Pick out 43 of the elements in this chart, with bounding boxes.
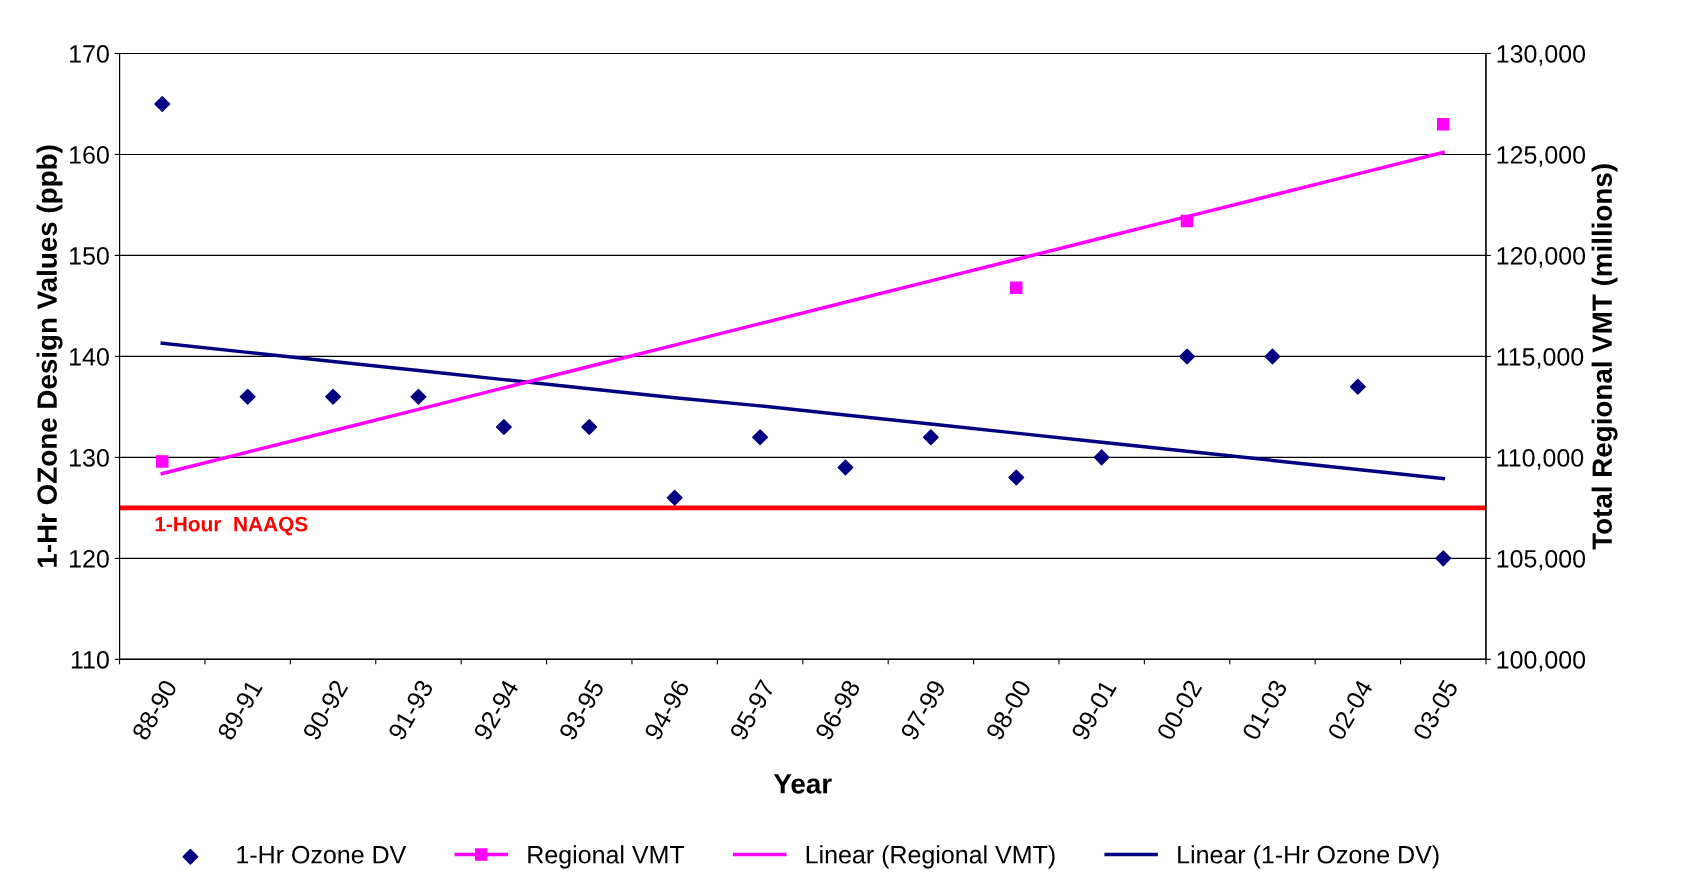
legend-label: Regional VMT bbox=[528, 845, 685, 869]
point bbox=[752, 429, 769, 446]
point bbox=[581, 419, 598, 436]
y-axis-title: 1-Hr OZone Design Values (ppb) bbox=[36, 145, 63, 567]
point bbox=[410, 388, 427, 405]
line-series bbox=[160, 150, 1445, 476]
legend-label: Linear (1-Hr Ozone DV) bbox=[1178, 845, 1439, 869]
point bbox=[1008, 469, 1025, 486]
y-tick-label: 140 bbox=[70, 348, 109, 366]
point bbox=[1264, 348, 1281, 365]
x-axis-title: Year bbox=[773, 774, 832, 794]
point bbox=[1349, 378, 1366, 395]
y-tick-label: 170 bbox=[70, 45, 109, 63]
point bbox=[156, 455, 169, 468]
point bbox=[666, 489, 683, 506]
line-series bbox=[160, 341, 1445, 481]
point bbox=[1093, 449, 1110, 466]
legend-label: Linear (Regional VMT) bbox=[806, 845, 1055, 869]
y-tick-label: 110 bbox=[71, 650, 109, 669]
y2-tick-label: 125,000 bbox=[1497, 146, 1586, 167]
y-tick-label: 150 bbox=[70, 247, 109, 265]
y2-tick-label: 110,000 bbox=[1497, 448, 1584, 470]
point bbox=[495, 419, 512, 436]
y2-axis-title: Total Regional VMT (millions) bbox=[1591, 164, 1618, 550]
y2-tick-label: 105,000 bbox=[1497, 549, 1586, 571]
y-tick-label: 120 bbox=[70, 549, 109, 568]
point bbox=[1179, 348, 1196, 365]
y-tick-label: 130 bbox=[70, 448, 109, 467]
y2-tick-label: 130,000 bbox=[1497, 45, 1586, 66]
point bbox=[239, 388, 256, 405]
y2-tick-label: 120,000 bbox=[1497, 247, 1586, 268]
point bbox=[922, 429, 939, 446]
y2-tick-label: 115,000 bbox=[1497, 348, 1584, 369]
legend-label: 1-Hr Ozone DV bbox=[237, 845, 407, 864]
point bbox=[325, 388, 342, 405]
point bbox=[154, 95, 171, 112]
y2-tick-label: 100,000 bbox=[1497, 650, 1586, 672]
point bbox=[1010, 281, 1023, 294]
point bbox=[1437, 117, 1450, 131]
point bbox=[837, 459, 854, 476]
ref-line-label: 1-Hour NAAQS bbox=[155, 516, 308, 536]
y-tick-label: 160 bbox=[70, 146, 109, 164]
point bbox=[1435, 550, 1452, 567]
